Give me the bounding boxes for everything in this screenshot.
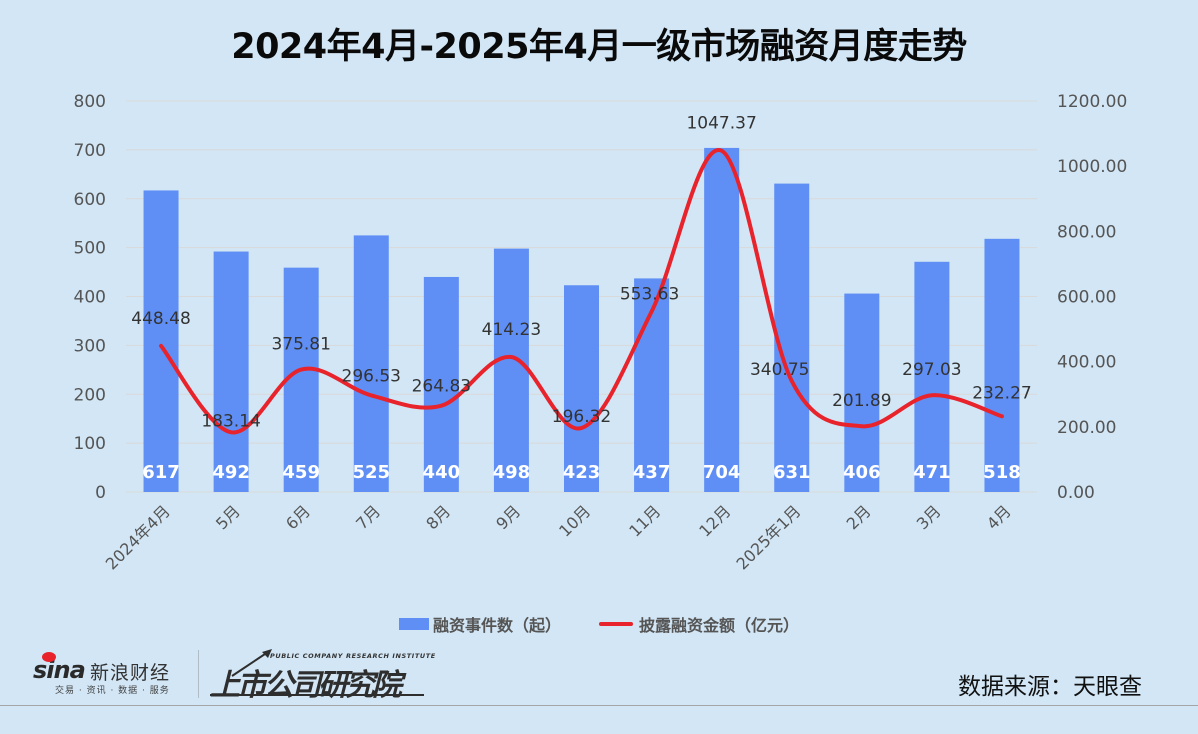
chart-title: 2024年4月-2025年4月一级市场融资月度走势 [231, 27, 967, 67]
research-institute-logo: PUBLIC COMPANY RESEARCH INSTITUTE 上市公司研究… [210, 649, 435, 703]
institute-underline [210, 694, 424, 696]
right-axis-tick: 0.00 [1057, 483, 1095, 503]
right-axis-tick: 200.00 [1057, 418, 1116, 438]
x-axis-tick: 5月 [212, 501, 244, 533]
bar-value-label: 525 [352, 462, 390, 483]
x-axis-tick: 6月 [282, 501, 314, 533]
bar-value-label: 704 [703, 462, 741, 483]
trend-line[interactable] [159, 148, 1004, 435]
x-axis-tick: 11月 [625, 501, 664, 540]
line-value-label: 264.83 [412, 377, 471, 397]
bar-value-label: 459 [282, 462, 320, 483]
x-axis-tick: 8月 [422, 501, 454, 533]
x-axis-tick: 9月 [492, 501, 524, 533]
line-value-label: 196.32 [552, 407, 611, 427]
left-axis-tick: 100 [74, 434, 106, 454]
bar-value-label: 631 [773, 462, 811, 483]
left-axis-tick: 800 [74, 92, 106, 112]
x-axis-tick: 10月 [555, 501, 594, 540]
x-axis-tick: 4月 [983, 501, 1015, 533]
right-axis-tick: 800.00 [1057, 222, 1116, 242]
legend-bar-label: 融资事件数（起） [432, 616, 561, 635]
bar[interactable] [143, 190, 179, 492]
line-value-label: 414.23 [482, 320, 541, 340]
legend-item-line[interactable]: 披露融资金额（亿元） [599, 612, 799, 636]
x-axis-tick: 3月 [913, 501, 945, 533]
sina-finance-logo: sina 新浪财经 交易 · 资讯 · 数据 · 服务 [33, 650, 183, 698]
bar[interactable] [704, 147, 740, 493]
left-axis-tick: 500 [74, 239, 106, 259]
line-value-label: 553.63 [620, 285, 679, 305]
x-axis-tick: 2025年1月 [733, 501, 805, 573]
x-axis-tick: 2024年4月 [102, 501, 174, 573]
bar-value-label: 492 [212, 462, 250, 483]
left-axis-tick: 300 [74, 336, 106, 356]
bar[interactable] [283, 267, 319, 492]
right-axis-tick: 1000.00 [1057, 157, 1127, 177]
bar[interactable] [423, 276, 459, 492]
bar-value-label: 498 [493, 462, 531, 483]
line-value-label: 297.03 [902, 360, 961, 380]
bar-value-label: 617 [142, 462, 180, 483]
line-value-label: 296.53 [342, 366, 401, 386]
line-value-label: 183.14 [201, 411, 260, 431]
bar-value-label: 437 [633, 462, 671, 483]
bar[interactable] [353, 235, 389, 492]
bar-value-label: 423 [563, 462, 601, 483]
x-axis-tick: 7月 [352, 501, 384, 533]
line-series [159, 148, 1004, 435]
sina-wordmark: sina [33, 656, 86, 684]
line-value-labels: 448.48 183.14 375.81 296.53 264.83 414.23 196.… [131, 114, 1031, 432]
bottom-divider [0, 705, 1198, 706]
bar[interactable] [564, 285, 599, 492]
chart-plot: 0 100 200 300 400 500 600 700 800 0.00 200.00 400.… [74, 92, 1128, 573]
line-value-label: 340.75 [750, 360, 809, 380]
x-axis-tick: 2月 [843, 501, 875, 533]
arrow-icon [231, 649, 272, 677]
bar-series [143, 147, 1020, 493]
bar-value-label: 440 [423, 462, 461, 483]
bar-value-labels: 617 492 459 525 440 498 423 437 704 631 406 471 518 [142, 462, 1021, 483]
line-swatch-icon [599, 622, 633, 626]
legend-item-bar[interactable]: 融资事件数（起） [398, 612, 561, 636]
bar[interactable] [774, 183, 810, 492]
bar[interactable] [493, 248, 529, 492]
x-axis-tick: 12月 [695, 501, 734, 540]
left-axis-tick: 700 [74, 141, 106, 161]
bar-value-label: 471 [913, 462, 951, 483]
right-axis-tick: 600.00 [1057, 288, 1116, 308]
right-axis-tick: 400.00 [1057, 353, 1116, 373]
institute-cn-text: 上市公司研究院 [210, 668, 402, 703]
bar-swatch-icon [398, 618, 429, 630]
right-axis-tick: 1200.00 [1057, 92, 1127, 112]
logo-divider [198, 650, 199, 698]
line-value-label: 201.89 [832, 391, 891, 411]
line-value-label: 232.27 [972, 383, 1031, 403]
left-y-axis: 0 100 200 300 400 500 600 700 800 [74, 92, 106, 503]
sina-eye-icon [42, 652, 56, 662]
bar-value-label: 518 [983, 462, 1021, 483]
line-value-label: 1047.37 [686, 114, 756, 134]
bar[interactable] [844, 293, 880, 492]
left-axis-tick: 200 [74, 385, 106, 405]
sina-tagline: 交易 · 资讯 · 数据 · 服务 [55, 686, 170, 696]
line-value-label: 375.81 [271, 335, 330, 355]
bar[interactable] [984, 238, 1020, 492]
right-y-axis: 0.00 200.00 400.00 600.00 800.00 1000.00 1200.… [1057, 92, 1127, 503]
data-source: 数据来源：天眼查 [958, 674, 1142, 700]
sina-cn-text: 新浪财经 [90, 662, 171, 684]
chart-legend: 融资事件数（起） 披露融资金额（亿元） [0, 612, 1198, 636]
left-axis-tick: 400 [74, 288, 106, 308]
line-value-label: 448.48 [131, 309, 190, 329]
bar-value-label: 406 [843, 462, 881, 483]
left-axis-tick: 0 [95, 483, 106, 503]
bar[interactable] [213, 251, 249, 492]
bar[interactable] [914, 261, 950, 492]
institute-en-text: PUBLIC COMPANY RESEARCH INSTITUTE [270, 652, 436, 660]
left-axis-tick: 600 [74, 190, 106, 210]
legend-line-label: 披露融资金额（亿元） [639, 616, 800, 635]
